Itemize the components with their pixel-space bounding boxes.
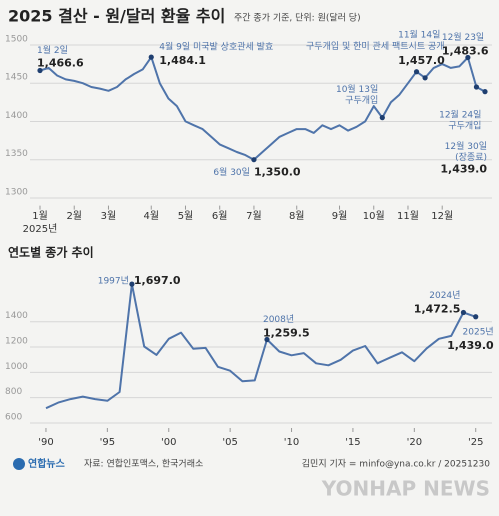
x-tick-label: 2월 (66, 210, 82, 222)
value-label: 1,439.0 (440, 163, 487, 176)
value-label: 1,483.6 (442, 44, 489, 57)
point (37, 67, 43, 74)
x-tick-label: '10 (284, 437, 299, 448)
x-tick-label: '05 (222, 437, 237, 448)
point (460, 309, 467, 316)
annotation: 12월 24일 (439, 109, 481, 121)
annotation: 구두개입 및 한미 관세 팩트시트 공개 (306, 40, 445, 52)
point (465, 54, 471, 61)
point (413, 69, 420, 75)
y-tick-label: 1400 (5, 111, 28, 121)
annotation: 1월 2일 (37, 44, 68, 56)
annotation: 구두개입 (345, 94, 378, 106)
value-label: 1,697.0 (134, 274, 181, 287)
section-title: 연도별 종가 추이 (8, 245, 94, 260)
x-tick-label: 12월 (431, 210, 453, 222)
x-tick-label: '25 (468, 437, 483, 448)
y-tick-label: 1500 (5, 34, 28, 44)
point (473, 84, 480, 90)
x-tick-label: 1월 (32, 210, 48, 222)
annotation: 10월 13일 (336, 83, 378, 95)
x-tick-label: 4월 (143, 210, 159, 222)
x-tick-label: '90 (38, 437, 53, 448)
line (45, 283, 477, 410)
y-tick-label: 1350 (5, 149, 28, 159)
logo: 연합뉴스 (28, 457, 65, 470)
point (264, 336, 270, 343)
x-tick-label: 9월 (332, 210, 348, 222)
y-tick-label: 1450 (5, 73, 28, 83)
x-tick-label: 3월 (101, 210, 117, 222)
x-sublabel: 2025년 (23, 223, 58, 235)
value-label: 1,259.5 (263, 326, 310, 339)
annotation: 6월 30일 (213, 166, 250, 178)
x-tick-label: 7월 (246, 210, 262, 222)
y-tick-label: 1400 (5, 311, 28, 321)
y-tick-label: 800 (5, 387, 22, 397)
watermark: YONHAP NEWS (321, 477, 490, 501)
x-tick-label: 8월 (289, 210, 305, 222)
subtitle: 주간 종가 기준, 단위: 원(달러 당) (234, 12, 361, 24)
x-tick-label: '95 (100, 437, 115, 448)
x-tick-label: 6월 (212, 210, 228, 222)
value-label: 1,466.6 (37, 57, 84, 70)
value-label: 1,350.0 (254, 166, 301, 179)
annotation: 12월 23일 (442, 31, 484, 43)
y-tick-label: 1000 (5, 362, 28, 372)
point (148, 54, 154, 60)
source: 자료: 연합인포맥스, 한국거래소 (84, 459, 203, 470)
value-label: 1,457.0 (398, 54, 445, 67)
line (39, 56, 486, 161)
point (251, 157, 257, 163)
point (379, 115, 385, 121)
x-tick-label: 10월 (363, 210, 385, 222)
annotation: (장종료) (455, 152, 487, 163)
x-tick-label: '00 (161, 437, 176, 448)
value-label: 1,472.5 (414, 303, 461, 316)
point (422, 75, 428, 81)
value-label: 1,439.0 (447, 339, 494, 352)
point (473, 314, 479, 320)
y-tick-label: 600 (5, 412, 22, 422)
annotation: 4월 9일 미국발 상호관세 발효 (159, 41, 273, 53)
annotation: 1997년 (98, 276, 129, 287)
annotation: 11월 14일 (398, 28, 440, 40)
credit: 김민지 기자 = minfo@yna.co.kr / 20251230 (302, 458, 490, 470)
point (482, 89, 488, 95)
annotation: 2008년 (263, 314, 294, 325)
value-label: 1,484.1 (159, 54, 206, 67)
x-tick-label: '15 (345, 437, 360, 448)
x-tick-label: 11월 (397, 210, 419, 222)
x-tick-label: '20 (407, 437, 422, 448)
y-tick-label: 1300 (5, 187, 28, 197)
annotation: 12월 30일 (445, 140, 487, 152)
x-tick-label: 5월 (178, 210, 194, 222)
logo-icon (13, 458, 25, 470)
point (129, 281, 135, 287)
annotation: 2024년 (429, 290, 460, 301)
annotation: 구두개입 (448, 120, 481, 132)
annotation: 2025년 (463, 326, 494, 337)
title: 2025 결산 - 원/달러 환율 추이 (8, 7, 225, 26)
y-tick-label: 1200 (5, 337, 28, 347)
